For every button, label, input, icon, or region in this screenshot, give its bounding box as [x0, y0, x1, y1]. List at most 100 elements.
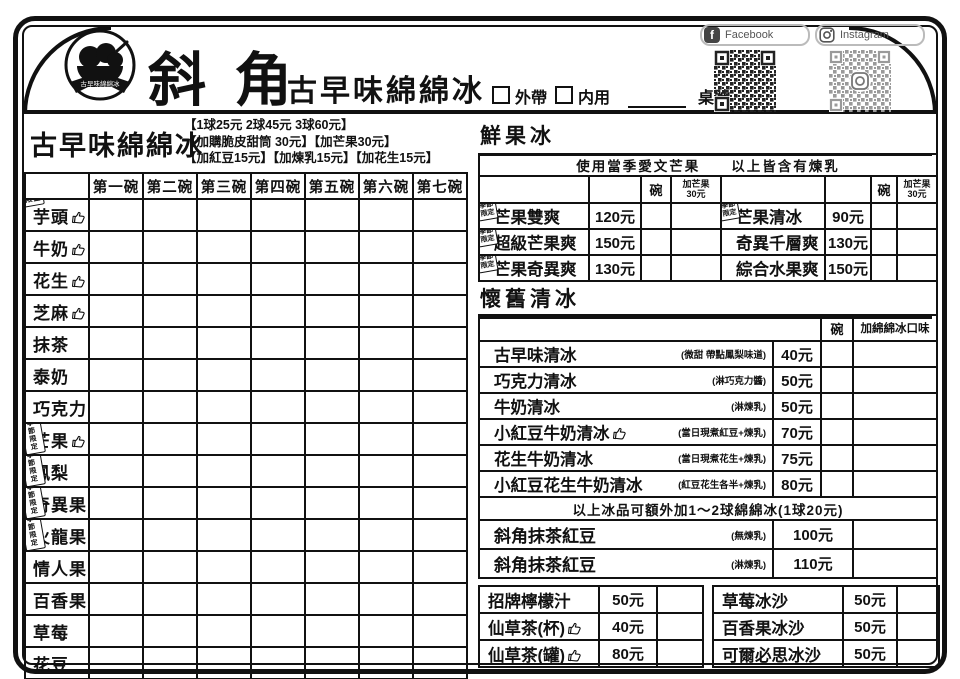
order-cell[interactable] [820, 418, 854, 446]
order-cell[interactable] [852, 548, 938, 579]
order-cell[interactable] [852, 392, 938, 420]
order-cell[interactable] [304, 230, 360, 264]
order-cell[interactable] [358, 198, 414, 232]
order-cell[interactable] [896, 612, 940, 641]
order-cell[interactable] [896, 228, 938, 256]
order-cell[interactable] [870, 254, 898, 282]
order-cell[interactable] [250, 294, 306, 328]
takeout-checkbox[interactable] [492, 86, 510, 104]
order-cell[interactable] [142, 550, 198, 584]
order-cell[interactable] [412, 198, 468, 232]
order-cell[interactable] [656, 612, 704, 641]
order-cell[interactable] [412, 358, 468, 392]
order-cell[interactable] [852, 444, 938, 472]
order-cell[interactable] [142, 390, 198, 424]
order-cell[interactable] [304, 486, 360, 520]
order-cell[interactable] [656, 585, 704, 614]
order-cell[interactable] [250, 486, 306, 520]
order-cell[interactable] [412, 262, 468, 296]
order-cell[interactable] [88, 262, 144, 296]
order-cell[interactable] [304, 422, 360, 456]
order-cell[interactable] [88, 518, 144, 552]
order-cell[interactable] [142, 294, 198, 328]
order-cell[interactable] [88, 198, 144, 232]
order-cell[interactable] [88, 550, 144, 584]
order-cell[interactable] [358, 646, 414, 679]
order-cell[interactable] [304, 262, 360, 296]
order-cell[interactable] [142, 486, 198, 520]
order-cell[interactable] [820, 392, 854, 420]
order-cell[interactable] [142, 454, 198, 488]
order-cell[interactable] [250, 646, 306, 679]
order-cell[interactable] [88, 326, 144, 360]
order-cell[interactable] [358, 230, 414, 264]
order-cell[interactable] [250, 230, 306, 264]
order-cell[interactable] [358, 550, 414, 584]
order-cell[interactable] [196, 582, 252, 616]
order-cell[interactable] [196, 230, 252, 264]
order-cell[interactable] [358, 422, 414, 456]
order-cell[interactable] [196, 390, 252, 424]
order-cell[interactable] [88, 422, 144, 456]
order-cell[interactable] [304, 614, 360, 648]
order-cell[interactable] [250, 198, 306, 232]
order-cell[interactable] [196, 422, 252, 456]
order-cell[interactable] [670, 228, 722, 256]
order-cell[interactable] [412, 390, 468, 424]
order-cell[interactable] [670, 254, 722, 282]
order-cell[interactable] [250, 326, 306, 360]
order-cell[interactable] [196, 518, 252, 552]
order-cell[interactable] [250, 422, 306, 456]
order-cell[interactable] [640, 254, 672, 282]
order-cell[interactable] [196, 646, 252, 679]
order-cell[interactable] [250, 390, 306, 424]
order-cell[interactable] [250, 582, 306, 616]
order-cell[interactable] [304, 326, 360, 360]
order-cell[interactable] [88, 390, 144, 424]
order-cell[interactable] [304, 358, 360, 392]
order-cell[interactable] [820, 470, 854, 498]
order-cell[interactable] [196, 358, 252, 392]
order-cell[interactable] [142, 230, 198, 264]
order-cell[interactable] [412, 646, 468, 679]
order-cell[interactable] [412, 518, 468, 552]
dinein-checkbox[interactable] [555, 86, 574, 104]
table-number-line[interactable] [628, 92, 687, 108]
order-cell[interactable] [358, 518, 414, 552]
order-cell[interactable] [670, 202, 722, 230]
order-cell[interactable] [358, 294, 414, 328]
order-cell[interactable] [196, 550, 252, 584]
order-cell[interactable] [142, 422, 198, 456]
order-cell[interactable] [304, 454, 360, 488]
order-cell[interactable] [852, 470, 938, 498]
order-cell[interactable] [196, 614, 252, 648]
order-cell[interactable] [640, 228, 672, 256]
order-cell[interactable] [88, 454, 144, 488]
order-cell[interactable] [412, 550, 468, 584]
order-cell[interactable] [640, 202, 672, 230]
order-cell[interactable] [358, 486, 414, 520]
order-cell[interactable] [250, 614, 306, 648]
order-cell[interactable] [196, 294, 252, 328]
order-cell[interactable] [142, 582, 198, 616]
order-cell[interactable] [304, 294, 360, 328]
order-cell[interactable] [304, 646, 360, 679]
order-cell[interactable] [358, 614, 414, 648]
order-cell[interactable] [142, 262, 198, 296]
order-cell[interactable] [412, 454, 468, 488]
order-cell[interactable] [852, 418, 938, 446]
order-cell[interactable] [656, 639, 704, 668]
order-cell[interactable] [412, 422, 468, 456]
order-cell[interactable] [304, 582, 360, 616]
order-cell[interactable] [142, 614, 198, 648]
order-cell[interactable] [142, 198, 198, 232]
order-cell[interactable] [88, 486, 144, 520]
order-cell[interactable] [896, 639, 940, 668]
order-cell[interactable] [412, 486, 468, 520]
order-cell[interactable] [852, 340, 938, 368]
order-cell[interactable] [142, 326, 198, 360]
order-cell[interactable] [196, 198, 252, 232]
order-cell[interactable] [304, 198, 360, 232]
order-cell[interactable] [358, 262, 414, 296]
order-cell[interactable] [250, 262, 306, 296]
